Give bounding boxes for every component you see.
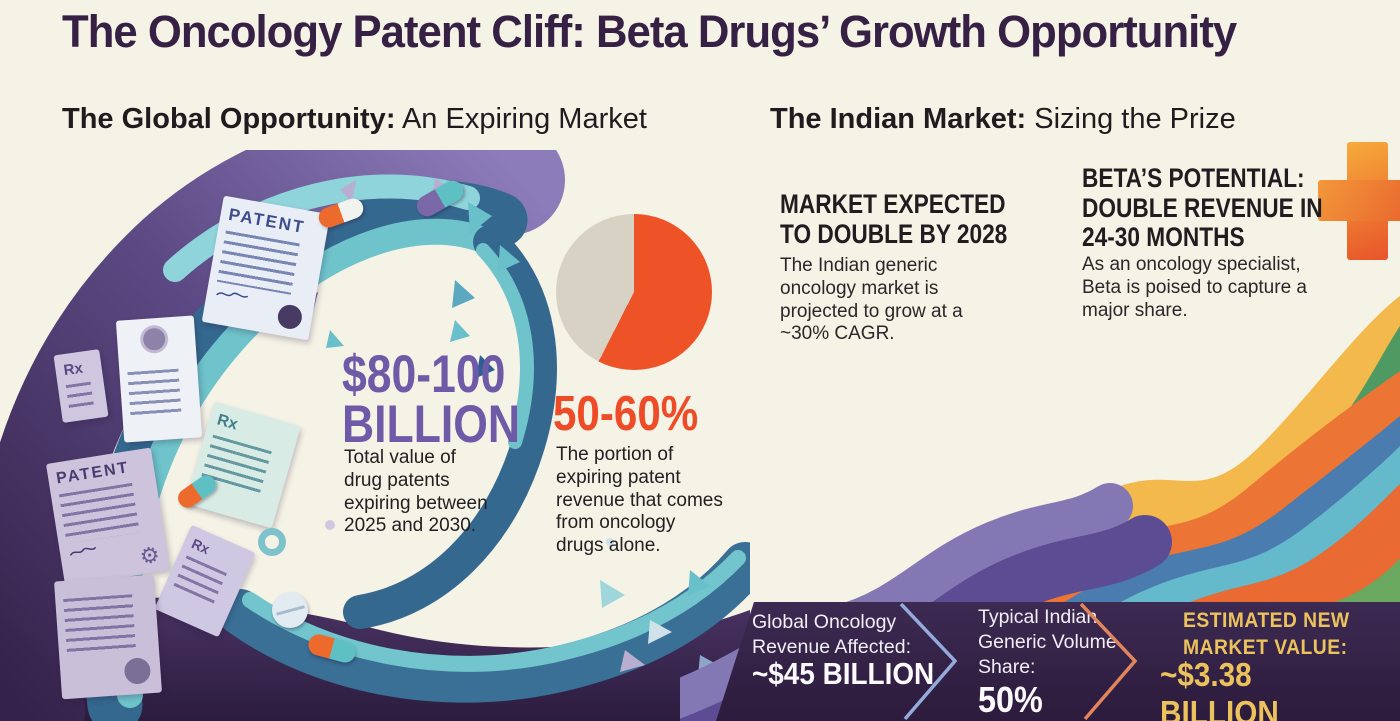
signature-icon xyxy=(69,546,97,556)
global-heading-bold: The Global Opportunity: xyxy=(62,103,396,135)
beta-potential-card-title: BETA’S POTENTIAL: DOUBLE REVENUE IN 24-3… xyxy=(1082,163,1323,253)
stat-new-market-value: ~$3.38 BILLION xyxy=(1160,656,1279,721)
market-double-card-desc: The Indian generic oncology market is pr… xyxy=(780,255,963,345)
rx-document-1: Rx xyxy=(53,349,109,423)
pie-stat-desc: The portion of expiring patent revenue t… xyxy=(556,444,723,557)
document-text-lines xyxy=(58,482,140,544)
round-seal-icon xyxy=(123,657,152,685)
cross-horizontal-bar xyxy=(1318,180,1400,221)
pie-stat-value: 50-60% xyxy=(553,387,699,441)
ribbon-seal-icon xyxy=(142,327,166,351)
bottom-stats-bar xyxy=(716,602,1400,721)
indian-heading-rest: Sizing the Prize xyxy=(1026,103,1236,135)
stat-new-market-label: ESTIMATED NEW MARKET VALUE: xyxy=(1183,609,1350,659)
document-text-lines xyxy=(63,594,136,653)
signature-icon xyxy=(216,292,249,298)
certificate-document xyxy=(115,315,203,443)
document-text-lines xyxy=(127,368,182,421)
global-section-heading: The Global Opportunity: An Expiring Mark… xyxy=(62,103,647,136)
medical-cross-icon xyxy=(1318,142,1400,260)
page-title: The Oncology Patent Cliff: Beta Drugs’ G… xyxy=(62,6,1237,57)
document-text-lines xyxy=(65,381,94,411)
pie-chart xyxy=(556,214,712,370)
tablet-icon xyxy=(272,592,308,628)
global-stat-value: $80-100 BILLION xyxy=(342,345,521,455)
indian-section-heading: The Indian Market: Sizing the Prize xyxy=(770,103,1236,136)
ring-icon xyxy=(258,528,286,556)
rx-document-1-label: Rx xyxy=(62,359,84,380)
tablet-score-line xyxy=(275,604,305,616)
plain-document xyxy=(54,574,162,700)
document-text-lines xyxy=(216,230,301,295)
patent-document-1: PATENT xyxy=(201,195,331,341)
indian-heading-bold: The Indian Market: xyxy=(770,103,1027,135)
global-stat-desc: Total value of drug patents expiring bet… xyxy=(344,447,488,537)
stat-volume-share-label: Typical Indian Generic Volume Share: xyxy=(978,606,1117,678)
patent-document-2-label: PATENT xyxy=(55,459,131,488)
global-heading-rest: An Expiring Market xyxy=(395,103,647,135)
divider-chevron-orange xyxy=(1079,602,1138,721)
gear-seal-icon: ⚙ xyxy=(137,541,162,570)
stat-volume-share-value: 50% xyxy=(978,679,1043,720)
market-double-card-title: MARKET EXPECTED TO DOUBLE BY 2028 xyxy=(780,189,1008,249)
wax-seal-icon xyxy=(275,302,304,331)
beta-potential-card-desc: As an oncology specialist, Beta is poise… xyxy=(1082,254,1307,321)
stat-global-revenue-label: Global Oncology Revenue Affected: xyxy=(752,611,912,658)
divider-chevron-blue xyxy=(899,602,958,721)
patent-document-2: PATENT ⚙ xyxy=(45,447,171,587)
stat-global-revenue-value: ~$45 BILLION xyxy=(752,656,935,691)
